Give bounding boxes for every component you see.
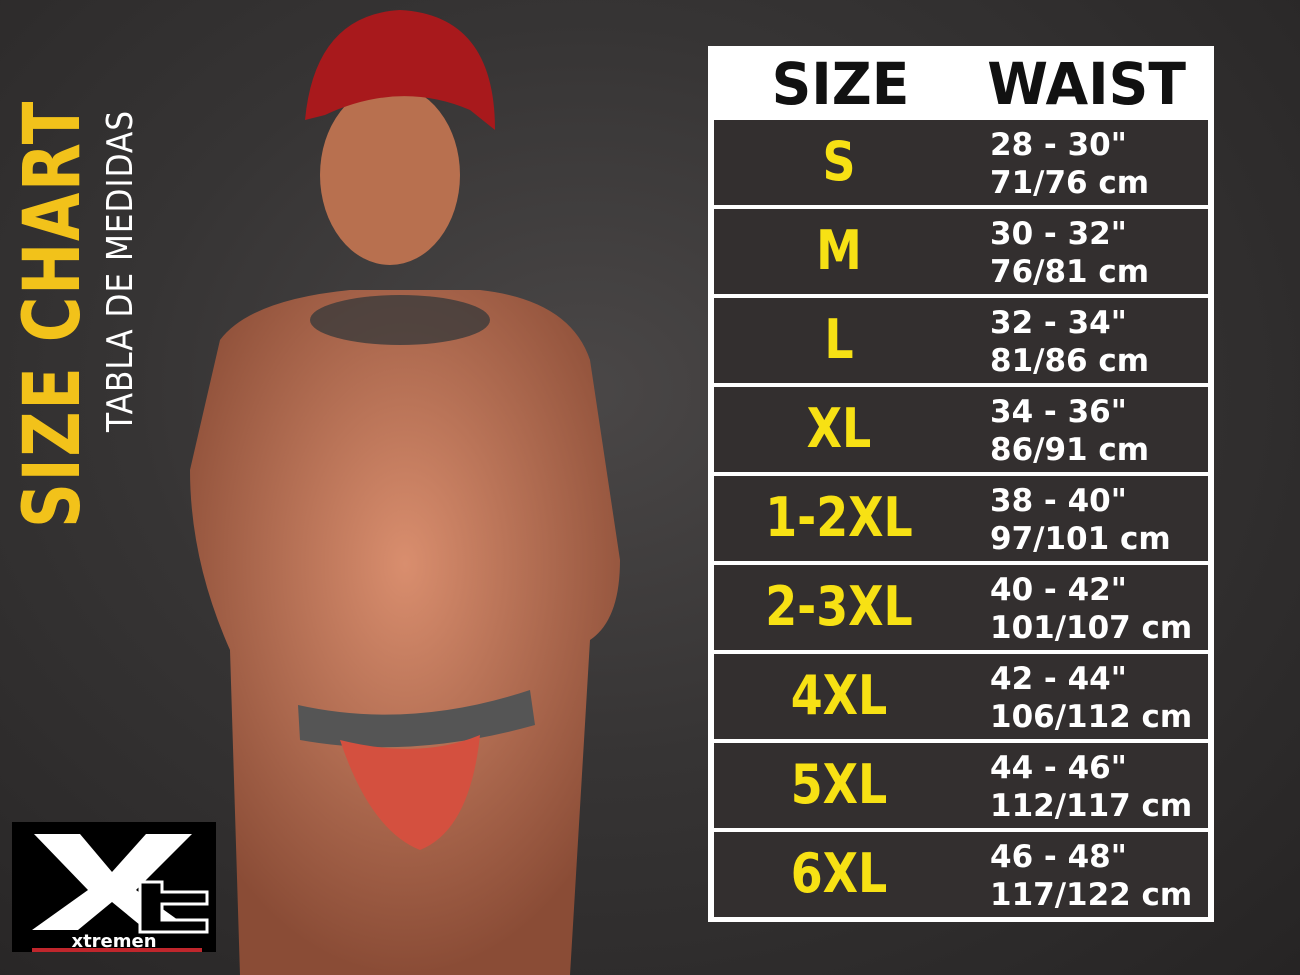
waist-cm: 81/86 cm <box>990 343 1150 379</box>
waist-inches: 46 - 48" <box>990 839 1127 875</box>
size-label: XL <box>806 397 872 460</box>
waist-measurement: 42 - 44" 106/112 cm <box>990 660 1192 736</box>
waist-inches: 38 - 40" <box>990 483 1127 519</box>
size-table: SIZE WAIST S 28 - 30" 71/76 cm M 30 - 32" 7… <box>708 46 1214 922</box>
header-waist: WAIST <box>987 50 1186 118</box>
header-size: SIZE <box>771 50 910 118</box>
size-label: 5XL <box>790 753 888 816</box>
xtremen-logo: xtremen <box>12 822 216 952</box>
size-label: S <box>822 130 856 193</box>
waist-cm: 112/117 cm <box>990 788 1193 824</box>
waist-cm: 76/81 cm <box>990 254 1150 290</box>
svg-text:xtremen: xtremen <box>71 931 156 952</box>
waist-measurement: 30 - 32" 76/81 cm <box>990 215 1149 291</box>
table-row: 6XL 46 - 48" 117/122 cm <box>714 832 1208 917</box>
waist-inches: 40 - 42" <box>990 572 1127 608</box>
table-row: 5XL 44 - 46" 112/117 cm <box>714 743 1208 828</box>
waist-inches: 42 - 44" <box>990 661 1127 697</box>
size-label: 2-3XL <box>765 575 913 638</box>
waist-cm: 97/101 cm <box>990 521 1171 557</box>
table-row: 2-3XL 40 - 42" 101/107 cm <box>714 565 1208 650</box>
waist-inches: 30 - 32" <box>990 216 1127 252</box>
waist-measurement: 38 - 40" 97/101 cm <box>990 482 1171 558</box>
waist-measurement: 46 - 48" 117/122 cm <box>990 838 1192 914</box>
size-label: 1-2XL <box>765 486 913 549</box>
waist-measurement: 32 - 34" 81/86 cm <box>990 304 1149 380</box>
model-photo <box>190 10 620 975</box>
table-row: 1-2XL 38 - 40" 97/101 cm <box>714 476 1208 561</box>
waist-cm: 71/76 cm <box>990 165 1150 201</box>
table-row: L 32 - 34" 81/86 cm <box>714 298 1208 383</box>
size-label: M <box>816 219 862 282</box>
waist-cm: 117/122 cm <box>990 877 1193 913</box>
waist-cm: 106/112 cm <box>990 699 1193 735</box>
size-label: 4XL <box>790 664 888 727</box>
size-chart-subtitle: TABLA DE MEDIDAS <box>100 110 141 432</box>
table-row: M 30 - 32" 76/81 cm <box>714 209 1208 294</box>
waist-inches: 28 - 30" <box>990 127 1127 163</box>
table-row: XL 34 - 36" 86/91 cm <box>714 387 1208 472</box>
size-label: L <box>824 308 854 371</box>
waist-cm: 86/91 cm <box>990 432 1150 468</box>
table-row: 4XL 42 - 44" 106/112 cm <box>714 654 1208 739</box>
table-header: SIZE WAIST <box>708 46 1214 118</box>
size-chart-title: SIZE CHART <box>8 100 98 529</box>
waist-measurement: 28 - 30" 71/76 cm <box>990 126 1149 202</box>
waist-measurement: 40 - 42" 101/107 cm <box>990 571 1192 647</box>
size-label: 6XL <box>790 842 888 905</box>
waist-cm: 101/107 cm <box>990 610 1193 646</box>
waist-measurement: 34 - 36" 86/91 cm <box>990 393 1149 469</box>
waist-inches: 44 - 46" <box>990 750 1127 786</box>
waist-inches: 32 - 34" <box>990 305 1127 341</box>
waist-measurement: 44 - 46" 112/117 cm <box>990 749 1192 825</box>
waist-inches: 34 - 36" <box>990 394 1127 430</box>
table-row: S 28 - 30" 71/76 cm <box>714 120 1208 205</box>
